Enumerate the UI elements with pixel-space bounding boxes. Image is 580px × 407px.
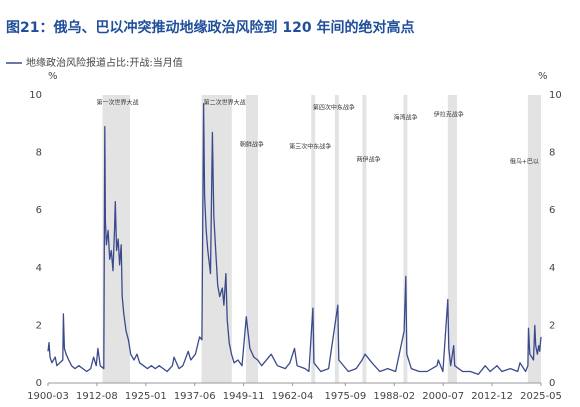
y-tick-label: 4 — [36, 263, 42, 274]
war-band — [334, 95, 339, 383]
x-tick-label: 1975-09 — [324, 391, 366, 402]
war-band — [245, 95, 259, 383]
x-tick-label: 1925-01 — [125, 391, 167, 402]
war-band — [403, 95, 408, 383]
war-label: 第三次中东战争 — [289, 143, 331, 151]
war-label: 俄乌+巴以 — [510, 158, 539, 166]
y2-tick-label: 6 — [549, 205, 555, 216]
war-label: 第一次世界大战 — [96, 99, 138, 107]
war-band — [201, 95, 232, 383]
war-band — [527, 95, 541, 383]
x-tick-label: 1937-06 — [174, 391, 216, 402]
war-label: 伊拉克战争 — [434, 111, 464, 119]
war-label: 两伊战争 — [356, 156, 380, 164]
war-label: 海湾战争 — [393, 114, 417, 122]
war-band — [311, 95, 316, 383]
war-label: 第四次中东战争 — [313, 104, 355, 112]
y2-tick-label: 0 — [549, 378, 555, 389]
y2-unit: % — [538, 71, 548, 82]
x-tick-label: 2012-12 — [471, 391, 513, 402]
x-tick-label: 1912-08 — [76, 391, 118, 402]
war-label: 第二次世界大战 — [204, 99, 246, 107]
x-tick-label: 1949-11 — [223, 391, 265, 402]
y-tick-label: 10 — [29, 90, 42, 101]
y-tick-label: 2 — [36, 320, 42, 331]
y2-tick-label: 4 — [549, 263, 555, 274]
x-tick-label: 1900-03 — [27, 391, 69, 402]
x-tick-label: 2000-07 — [422, 391, 464, 402]
war-band — [362, 95, 367, 383]
war-band — [447, 95, 457, 383]
y-unit: % — [48, 71, 58, 82]
x-tick-label: 1962-04 — [272, 391, 314, 402]
series-line — [47, 102, 542, 376]
chart-title: 图21：俄乌、巴以冲突推动地缘政治风险到 120 年间的绝对高点 — [6, 19, 414, 36]
y-tick-label: 0 — [36, 378, 42, 389]
war-label: 朝鲜战争 — [240, 141, 264, 149]
y-tick-label: 8 — [36, 148, 42, 159]
y2-tick-label: 8 — [549, 148, 555, 159]
y2-tick-label: 10 — [549, 90, 562, 101]
y2-tick-label: 2 — [549, 320, 555, 331]
legend-label: 地缘政治风险报道占比:开战:当月值 — [26, 56, 183, 69]
y-tick-label: 6 — [36, 205, 42, 216]
x-tick-label: 1988-02 — [373, 391, 415, 402]
x-tick-label: 2025-05 — [520, 391, 562, 402]
